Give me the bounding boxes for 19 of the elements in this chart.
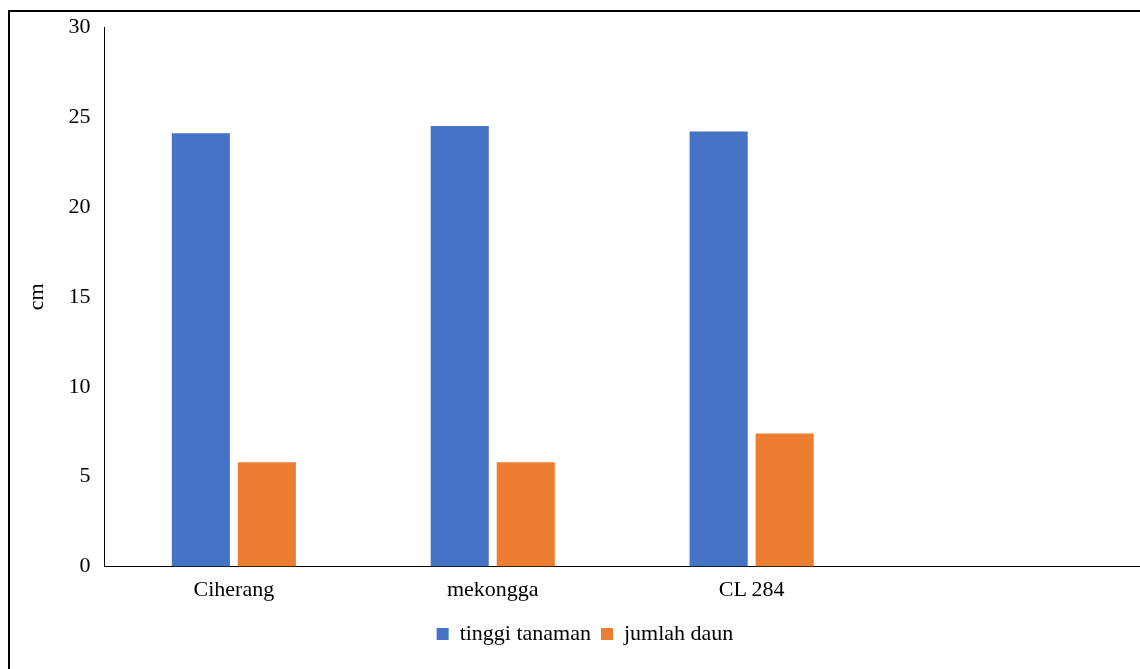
bar (171, 133, 230, 567)
y-tick-label: 10 (68, 372, 91, 398)
bar (237, 462, 296, 567)
x-tick-label: Ciherang (193, 575, 275, 601)
x-tick-label: mekongga (446, 575, 539, 601)
y-axis-title: cm (22, 283, 48, 311)
y-tick-label: 0 (79, 552, 91, 578)
bar (689, 131, 748, 567)
y-tick-label: 30 (68, 12, 91, 38)
x-tick-label: CL 284 (718, 575, 785, 601)
y-tick-label: 25 (68, 102, 91, 128)
bar (496, 462, 555, 567)
bar (430, 126, 489, 567)
legend-label: jumlah daun (622, 619, 734, 645)
bar (755, 433, 814, 567)
y-tick-label: 15 (68, 282, 91, 308)
legend-label: tinggi tanaman (459, 619, 591, 645)
y-tick-label: 20 (68, 192, 91, 218)
y-tick-label: 5 (79, 462, 91, 488)
